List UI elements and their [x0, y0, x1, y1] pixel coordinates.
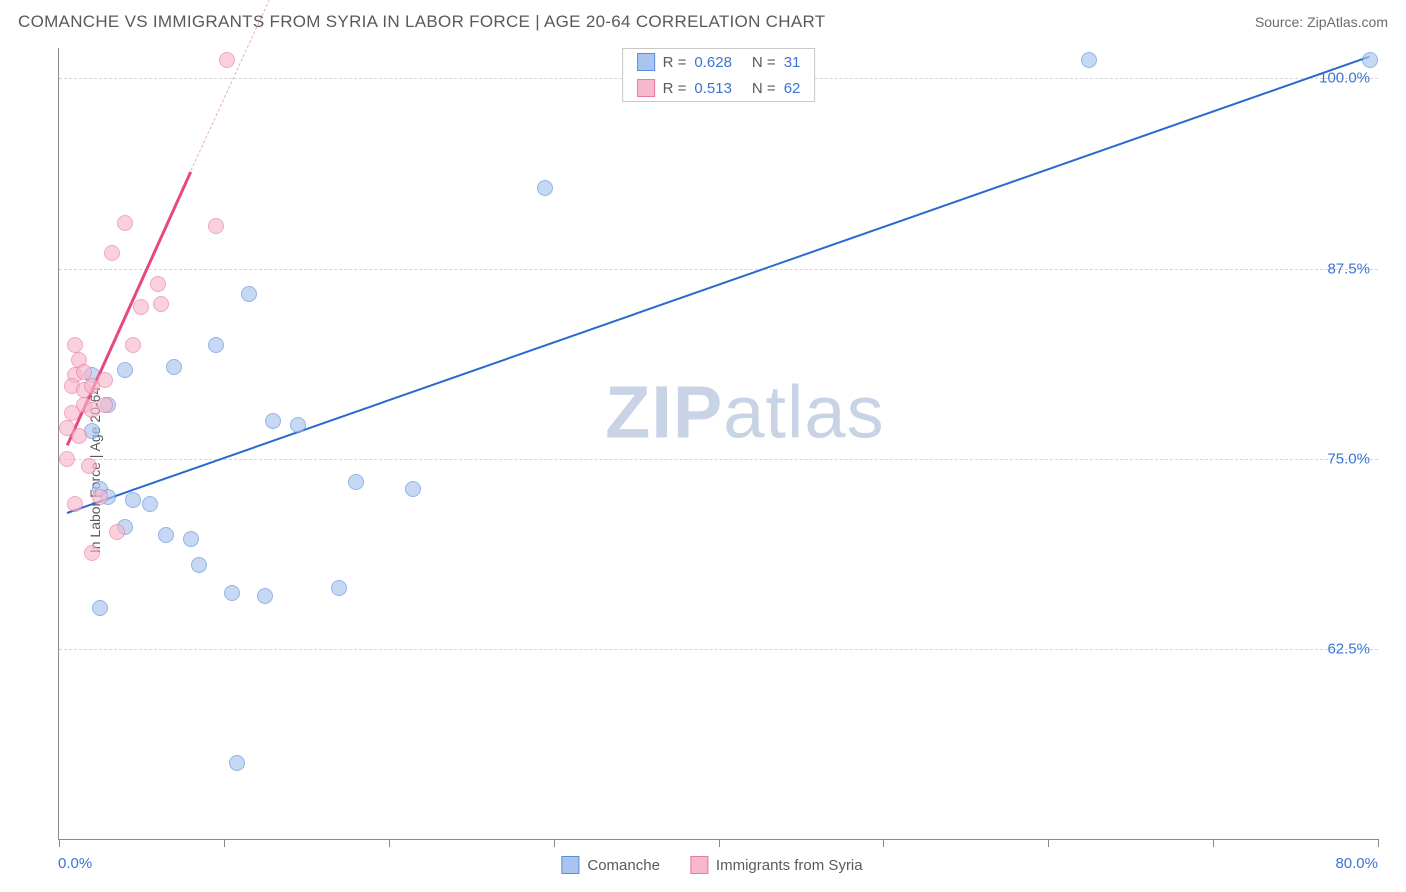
r-label: R = [663, 80, 687, 97]
data-point [67, 496, 83, 512]
x-tick [224, 839, 225, 847]
data-point [208, 218, 224, 234]
data-point [241, 286, 257, 302]
data-point [405, 481, 421, 497]
legend-swatch [637, 53, 655, 71]
data-point [117, 215, 133, 231]
n-label: N = [752, 54, 776, 71]
x-tick [1213, 839, 1214, 847]
data-point [104, 245, 120, 261]
data-point [64, 405, 80, 421]
legend-row: R = 0.628 N = 31 [623, 49, 815, 75]
x-tick [719, 839, 720, 847]
legend-label: Immigrants from Syria [716, 857, 863, 874]
scatter-plot: ZIPatlas R = 0.628 N = 31 R = 0.513 N = 62 62.5… [58, 48, 1378, 840]
source-attribution: Source: ZipAtlas.com [1255, 14, 1388, 30]
data-point [348, 474, 364, 490]
data-point [97, 397, 113, 413]
r-label: R = [663, 54, 687, 71]
data-point [265, 413, 281, 429]
legend-item: Comanche [561, 856, 660, 874]
legend-swatch [637, 79, 655, 97]
n-label: N = [752, 80, 776, 97]
data-point [1362, 52, 1378, 68]
data-point [166, 359, 182, 375]
legend-swatch [690, 856, 708, 874]
data-point [71, 428, 87, 444]
legend-swatch [561, 856, 579, 874]
data-point [125, 492, 141, 508]
x-tick [389, 839, 390, 847]
data-point [81, 458, 97, 474]
data-point [59, 451, 75, 467]
gridline [59, 649, 1378, 650]
data-point [117, 362, 133, 378]
watermark-zip: ZIP [605, 370, 723, 453]
data-point [183, 531, 199, 547]
data-point [133, 299, 149, 315]
data-point [158, 527, 174, 543]
data-point [537, 180, 553, 196]
data-point [92, 489, 108, 505]
data-point [1081, 52, 1097, 68]
gridline [59, 269, 1378, 270]
x-tick [883, 839, 884, 847]
legend-item: Immigrants from Syria [690, 856, 863, 874]
data-point [150, 276, 166, 292]
data-point [224, 585, 240, 601]
data-point [125, 337, 141, 353]
r-value: 0.513 [694, 80, 732, 97]
x-axis-max-label: 80.0% [1335, 855, 1378, 872]
y-tick-label: 62.5% [1327, 640, 1370, 657]
data-point [84, 545, 100, 561]
data-point [219, 52, 235, 68]
x-axis-min-label: 0.0% [58, 855, 92, 872]
legend-label: Comanche [587, 857, 660, 874]
n-value: 62 [784, 80, 801, 97]
legend-row: R = 0.513 N = 62 [623, 75, 815, 101]
n-value: 31 [784, 54, 801, 71]
data-point [290, 417, 306, 433]
chart-container: In Labor Force | Age 20-64 ZIPatlas R =0… [18, 48, 1406, 892]
watermark-atlas: atlas [723, 370, 884, 453]
data-point [109, 524, 125, 540]
data-point [208, 337, 224, 353]
correlation-legend: R = 0.628 N = 31 R = 0.513 N = 62 [622, 48, 816, 102]
x-tick [1048, 839, 1049, 847]
data-point [67, 337, 83, 353]
data-point [257, 588, 273, 604]
header: COMANCHE VS IMMIGRANTS FROM SYRIA IN LAB… [0, 0, 1406, 40]
data-point [92, 600, 108, 616]
y-tick-label: 75.0% [1327, 450, 1370, 467]
chart-title: COMANCHE VS IMMIGRANTS FROM SYRIA IN LAB… [18, 12, 825, 32]
data-point [153, 296, 169, 312]
watermark: ZIPatlas [605, 369, 884, 454]
data-point [229, 755, 245, 771]
x-tick [1378, 839, 1379, 847]
y-tick-label: 87.5% [1327, 260, 1370, 277]
gridline [59, 459, 1378, 460]
data-point [191, 557, 207, 573]
x-tick [554, 839, 555, 847]
r-value: 0.628 [694, 54, 732, 71]
series-legend: Comanche Immigrants from Syria [561, 856, 862, 874]
x-tick [59, 839, 60, 847]
regression-line [67, 56, 1370, 514]
data-point [331, 580, 347, 596]
data-point [142, 496, 158, 512]
data-point [97, 372, 113, 388]
